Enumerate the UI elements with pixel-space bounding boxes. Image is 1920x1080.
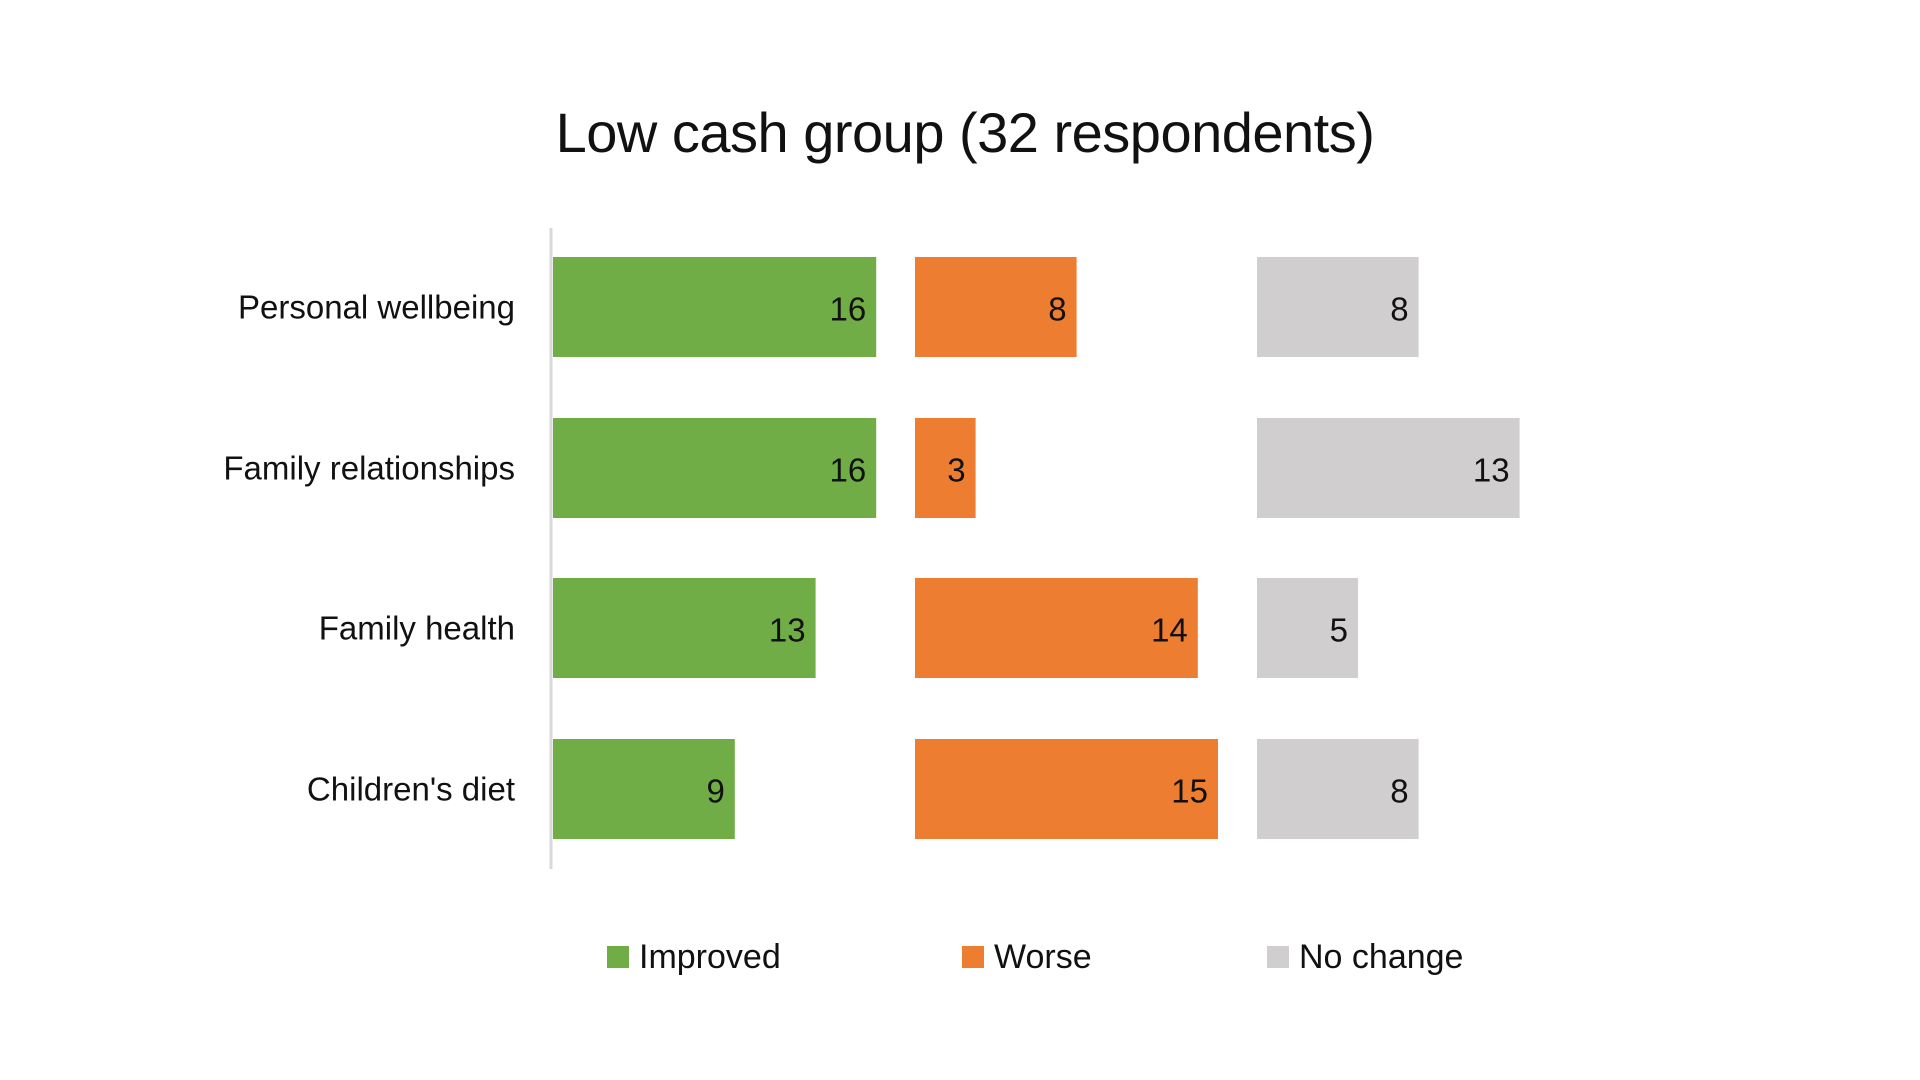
legend-item-worse: Worse <box>962 932 1092 982</box>
legend-swatch-no-change <box>1267 946 1289 968</box>
data-label-no-change-family-health: 5 <box>1330 612 1348 649</box>
bar-no-change-family-relationships <box>1257 418 1520 518</box>
bar-worse-personal-wellbeing <box>915 257 1077 357</box>
bar-no-change-children-s-diet <box>1257 739 1419 839</box>
legend-item-improved: Improved <box>607 932 781 982</box>
bar-improved-personal-wellbeing <box>553 257 877 357</box>
data-label-improved-family-health: 13 <box>769 612 806 649</box>
data-label-improved-family-relationships: 16 <box>829 452 866 489</box>
bar-improved-family-health <box>553 578 816 678</box>
legend-swatch-improved <box>607 946 629 968</box>
category-label-personal-wellbeing: Personal wellbeing <box>238 289 515 326</box>
bars <box>553 257 1520 839</box>
bar-worse-family-health <box>915 578 1198 678</box>
data-label-no-change-family-relationships: 13 <box>1473 452 1510 489</box>
bar-no-change-family-health <box>1257 578 1358 678</box>
legend-label-improved: Improved <box>639 937 781 976</box>
category-label-children-s-diet: Children's diet <box>307 771 515 808</box>
legend-label-worse: Worse <box>994 937 1092 976</box>
data-labels: 16 16 13 9 8 3 14 15 8 13 5 8 <box>706 291 1509 810</box>
data-label-worse-personal-wellbeing: 8 <box>1048 291 1066 328</box>
category-label-family-health: Family health <box>319 610 515 647</box>
bar-improved-family-relationships <box>553 418 877 518</box>
data-label-no-change-children-s-diet: 8 <box>1390 773 1408 810</box>
data-label-improved-children-s-diet: 9 <box>706 773 724 810</box>
legend-label-no-change: No change <box>1299 937 1464 976</box>
data-label-worse-family-health: 14 <box>1151 612 1188 649</box>
bar-worse-children-s-diet <box>915 739 1218 839</box>
data-label-worse-children-s-diet: 15 <box>1171 773 1208 810</box>
legend: Improved Worse No change <box>0 932 1920 982</box>
bar-no-change-personal-wellbeing <box>1257 257 1419 357</box>
bar-improved-children-s-diet <box>553 739 735 839</box>
category-labels: Personal wellbeing Family relationships Fa… <box>223 289 515 808</box>
chart-title: Low cash group (32 respondents) <box>555 101 1375 164</box>
legend-swatch-worse <box>962 946 984 968</box>
legend-item-no-change: No change <box>1267 932 1463 982</box>
data-label-worse-family-relationships: 3 <box>947 452 965 489</box>
data-label-no-change-personal-wellbeing: 8 <box>1390 291 1408 328</box>
bar-worse-family-relationships <box>915 418 976 518</box>
data-label-improved-personal-wellbeing: 16 <box>829 291 866 328</box>
category-label-family-relationships: Family relationships <box>223 450 515 487</box>
